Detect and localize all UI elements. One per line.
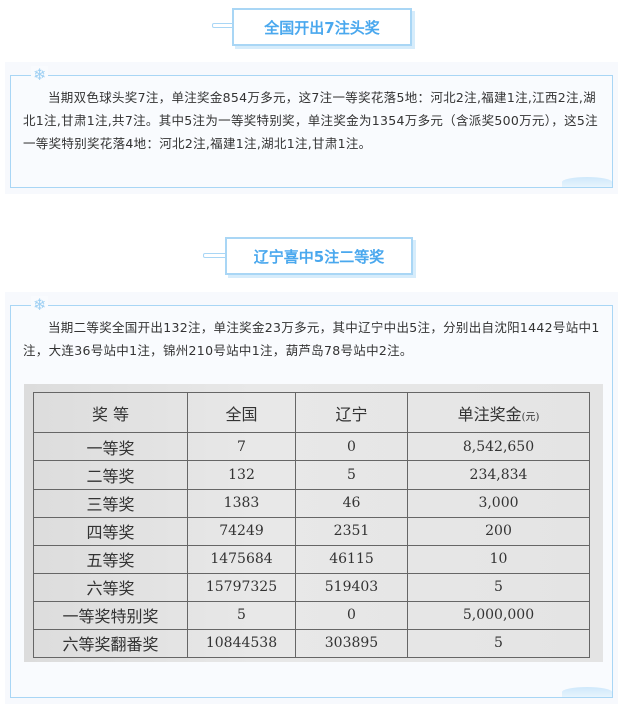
- table-cell: 5: [407, 572, 590, 602]
- snowflake-icon: ❄: [31, 65, 49, 84]
- table-row: 一等奖特别奖 5 0 5,000,000: [33, 600, 590, 630]
- table-cell: 234,834: [407, 460, 590, 490]
- header-cell: 辽宁: [295, 391, 408, 434]
- section-title-1: 全国开出7注头奖: [232, 8, 412, 46]
- table-header-row: 奖 等 全国 辽宁 单注奖金(元): [33, 391, 590, 434]
- header-cell: 全国: [187, 391, 296, 434]
- table-row: 一等奖 7 0 8,542,650: [33, 432, 590, 462]
- section-paragraph: 当期双色球头奖7注，单注奖金854万多元，这7注一等奖花落5地：河北2注,福建1…: [23, 90, 598, 151]
- section-title-2: 辽宁喜中5注二等奖: [225, 237, 413, 275]
- table-cell: 1475684: [187, 544, 296, 574]
- table-row: 四等奖 74249 2351 200: [33, 516, 590, 546]
- prize-table: 奖 等 全国 辽宁 单注奖金(元) 一等奖 7 0 8,542,650 二等奖 132 5 2…: [33, 391, 590, 659]
- wave-decoration: [562, 177, 612, 187]
- table-cell: 10844538: [187, 628, 296, 659]
- table-cell: 一等奖特别奖: [33, 600, 188, 630]
- table-cell: 3,000: [407, 488, 590, 518]
- table-cell: 46115: [295, 544, 408, 574]
- card-inner: ❄ 当期双色球头奖7注，单注奖金854万多元，这7注一等奖花落5地：河北2注,福…: [10, 66, 613, 188]
- table-cell: 519403: [295, 572, 408, 602]
- table-row: 五等奖 1475684 46115 10: [33, 544, 590, 574]
- section-paragraph: 当期二等奖全国开出132注，单注奖金23万多元，其中辽宁中出5注，分别出自沈阳1…: [23, 320, 600, 358]
- table-row: 六等奖翻番奖 10844538 303895 5: [33, 628, 590, 659]
- header-cell: 奖 等: [33, 391, 188, 434]
- table-cell: 5: [187, 600, 296, 630]
- table-cell: 一等奖: [33, 432, 188, 462]
- table-cell: 10: [407, 544, 590, 574]
- table-cell: 5,000,000: [407, 600, 590, 630]
- header-text: 单注奖金: [457, 404, 522, 424]
- table-row: 二等奖 132 5 234,834: [33, 460, 590, 490]
- table-cell: 1383: [187, 488, 296, 518]
- table-cell: 0: [295, 432, 408, 462]
- table-cell: 2351: [295, 516, 408, 546]
- table-row: 六等奖 15797325 519403 5: [33, 572, 590, 602]
- table-cell: 46: [295, 488, 408, 518]
- table-cell: 5: [407, 628, 590, 659]
- table-cell: 303895: [295, 628, 408, 659]
- section-title-text: 辽宁喜中5注二等奖: [253, 247, 385, 266]
- table-cell: 15797325: [187, 572, 296, 602]
- table-cell: 200: [407, 516, 590, 546]
- section-title-text: 全国开出7注头奖: [264, 18, 380, 37]
- table-cell: 三等奖: [33, 488, 188, 518]
- wave-decoration: [562, 687, 612, 697]
- table-cell: 六等奖翻番奖: [33, 628, 188, 659]
- table-cell: 二等奖: [33, 460, 188, 490]
- unit-label: (元): [521, 411, 540, 423]
- table-cell: 132: [187, 460, 296, 490]
- prize-table-photo: 奖 等 全国 辽宁 单注奖金(元) 一等奖 7 0 8,542,650 二等奖 132 5 2…: [24, 384, 603, 662]
- section-card-1: ❄ 当期双色球头奖7注，单注奖金854万多元，这7注一等奖花落5地：河北2注,福…: [5, 62, 618, 194]
- snowflake-icon: ❄: [31, 295, 49, 314]
- table-cell: 7: [187, 432, 296, 462]
- table-row: 三等奖 1383 46 3,000: [33, 488, 590, 518]
- table-cell: 5: [295, 460, 408, 490]
- table-cell: 四等奖: [33, 516, 188, 546]
- table-cell: 74249: [187, 516, 296, 546]
- table-cell: 0: [295, 600, 408, 630]
- table-cell: 8,542,650: [407, 432, 590, 462]
- table-cell: 五等奖: [33, 544, 188, 574]
- header-cell: 单注奖金(元): [407, 391, 590, 434]
- table-cell: 六等奖: [33, 572, 188, 602]
